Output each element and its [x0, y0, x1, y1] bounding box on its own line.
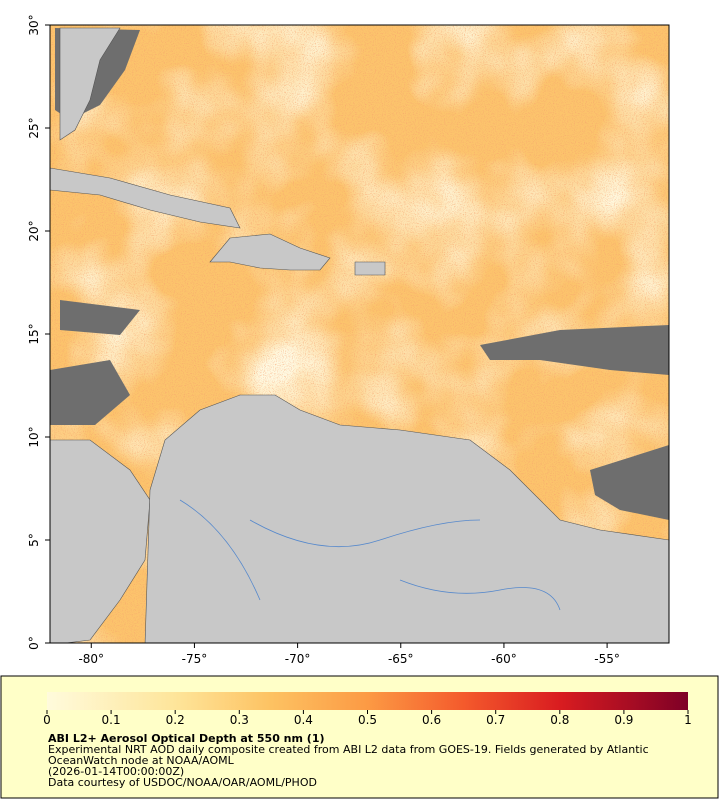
caption-line: Data courtesy of USDOC/NOAA/OAR/AOML/PHO…: [48, 776, 317, 789]
colorbar-tick-label: 0.4: [294, 713, 313, 727]
y-tick-label: 25°: [27, 117, 41, 138]
x-tick-label: -80°: [78, 652, 104, 666]
y-tick-label: 5°: [27, 533, 41, 547]
y-tick-label: 15°: [27, 323, 41, 344]
map-image: [50, 25, 669, 643]
colorbar-tick-label: 0.9: [614, 713, 633, 727]
caption-line: Experimental NRT AOD daily composite cre…: [48, 743, 649, 756]
y-tick-label: 0°: [27, 636, 41, 650]
caption-line: (2026-01-14T00:00:00Z): [48, 765, 184, 778]
caption-title: ABI L2+ Aerosol Optical Depth at 550 nm …: [48, 732, 325, 745]
colorbar-tick-label: 0.7: [486, 713, 505, 727]
x-tick-label: -70°: [285, 652, 311, 666]
rivers: [179, 499, 561, 611]
colorbar-tick-label: 0: [43, 713, 51, 727]
caption-line: OceanWatch node at NOAA/AOML: [48, 754, 235, 767]
x-tick-label: -55°: [594, 652, 620, 666]
colorbar-tick-label: 1: [684, 713, 692, 727]
y-tick-label: 30°: [27, 14, 41, 35]
y-tick-label: 10°: [27, 426, 41, 447]
x-tick-label: -60°: [491, 652, 517, 666]
x-tick-label: -75°: [182, 652, 208, 666]
colorbar: [47, 692, 688, 710]
y-tick-label: 20°: [27, 220, 41, 241]
x-tick-label: -65°: [388, 652, 414, 666]
colorbar-tick-label: 0.8: [550, 713, 569, 727]
colorbar-tick-label: 0.2: [166, 713, 185, 727]
colorbar-tick-label: 0.6: [422, 713, 441, 727]
colorbar-tick-label: 0.1: [102, 713, 121, 727]
land: [50, 27, 669, 643]
colorbar-tick-label: 0.5: [358, 713, 377, 727]
colorbar-tick-label: 0.3: [230, 713, 249, 727]
